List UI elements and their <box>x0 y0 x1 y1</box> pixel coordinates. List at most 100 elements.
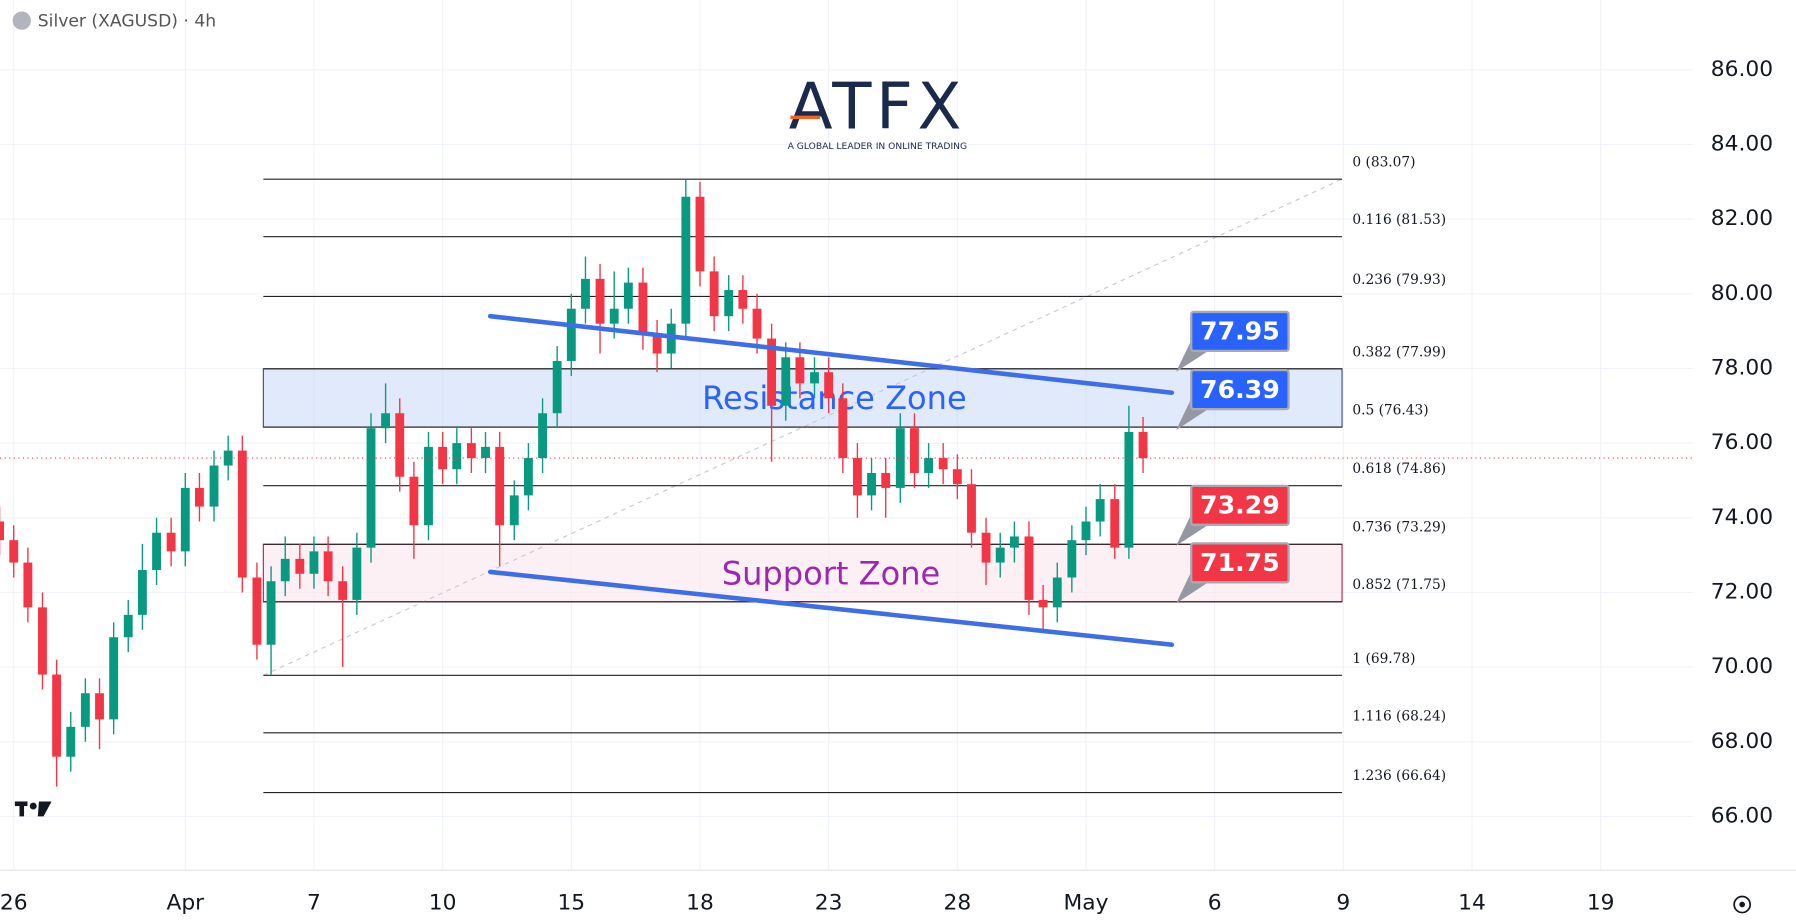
price-callout <box>1190 310 1290 353</box>
candle-body <box>938 458 948 470</box>
price-callout-label: 73.29 <box>1200 491 1280 520</box>
candle-body <box>123 614 133 638</box>
candle-body <box>581 278 590 309</box>
price-callout <box>1190 369 1290 411</box>
fib-label: 1.116 (68.24) <box>1352 708 1446 724</box>
tv-logo <box>14 801 52 817</box>
price-callout <box>1190 484 1290 526</box>
candle-body <box>309 551 319 574</box>
y-tick-label: 68.00 <box>1711 729 1773 754</box>
candle-body <box>523 458 533 496</box>
x-tick-label: 15 <box>557 890 585 915</box>
candle-body <box>1009 536 1019 548</box>
settings-button-dot <box>1739 901 1746 908</box>
y-tick-label: 86.00 <box>1711 57 1773 82</box>
candle-body <box>738 290 748 309</box>
candle-body <box>595 278 605 324</box>
candle-body <box>752 308 762 339</box>
candle-body <box>724 290 734 317</box>
candle-body <box>1081 521 1091 541</box>
candle-body <box>338 581 348 600</box>
price-callout-label: 77.95 <box>1200 317 1280 346</box>
candle-body <box>323 551 333 582</box>
candle-body <box>681 196 691 324</box>
candle-body <box>495 446 505 526</box>
x-tick-label: 18 <box>686 890 714 915</box>
candle-body <box>223 450 233 466</box>
candle-body <box>166 532 176 552</box>
candle-body <box>552 360 562 414</box>
candle-body <box>0 521 5 541</box>
candle-body <box>995 547 1005 563</box>
x-tick-label: 9 <box>1336 890 1350 915</box>
tv-logo-part <box>37 801 52 817</box>
price-callout <box>1190 542 1290 584</box>
candle-body <box>709 271 719 317</box>
brand-logo: ATFX <box>789 70 966 145</box>
candle-body <box>152 532 161 571</box>
candle-body <box>1110 499 1120 548</box>
fib-label: 0.382 (77.99) <box>1352 344 1446 360</box>
candle-body <box>1024 536 1034 600</box>
candle-body <box>910 428 919 473</box>
candle-body <box>566 308 576 361</box>
fib-label: 0 (83.07) <box>1352 155 1415 171</box>
zone-label: Support Zone <box>722 554 941 592</box>
candle-body <box>867 472 876 496</box>
candle-body <box>695 196 705 272</box>
fib-label: 0.236 (79.93) <box>1352 272 1446 288</box>
candle-body <box>895 428 905 488</box>
channel-line <box>487 569 1175 647</box>
brand-tagline: A GLOBAL LEADER IN ONLINE TRADING <box>788 141 968 152</box>
candle-body <box>652 334 662 354</box>
x-tick-label: 7 <box>307 890 321 915</box>
candle-body <box>824 372 834 399</box>
candle-body <box>952 469 962 485</box>
candle-body <box>95 693 104 720</box>
candle-body <box>1095 499 1105 522</box>
x-tick-label: 26 <box>0 890 28 915</box>
y-tick-label: 78.00 <box>1711 355 1773 380</box>
y-tick-label: 66.00 <box>1711 803 1773 828</box>
candle-body <box>852 458 862 496</box>
candle-body <box>80 693 90 727</box>
candle-body <box>481 446 490 459</box>
candle-body <box>1052 577 1062 608</box>
channel-line <box>487 313 1175 396</box>
symbol-icon <box>12 11 31 30</box>
candle-body <box>209 465 219 507</box>
price-callout-label: 76.39 <box>1200 375 1280 404</box>
candle-body <box>252 577 262 645</box>
candle-body <box>137 570 147 615</box>
price-callout-label: 71.75 <box>1200 548 1280 577</box>
candle-body <box>452 443 462 470</box>
candle-body <box>381 413 391 429</box>
candle-body <box>1038 599 1048 608</box>
settings-button[interactable] <box>1733 895 1752 914</box>
candle-body <box>967 484 976 533</box>
candle-body <box>1067 540 1077 578</box>
candle-body <box>781 357 791 406</box>
fib-label: 1.236 (66.64) <box>1352 768 1446 784</box>
candle-body <box>409 476 419 526</box>
candle-body <box>638 282 648 335</box>
x-tick-label: 19 <box>1587 890 1615 915</box>
candle-body <box>538 413 548 459</box>
candle-body <box>352 547 362 600</box>
x-tick-label: May <box>1064 890 1109 915</box>
candle-body <box>838 398 848 459</box>
candle-body <box>180 487 190 552</box>
fib-label: 1 (69.78) <box>1352 651 1415 667</box>
candle-body <box>509 495 519 526</box>
fib-label: 0.5 (76.43) <box>1352 403 1428 419</box>
candle-body <box>1138 431 1148 459</box>
y-tick-label: 72.00 <box>1711 579 1773 604</box>
plot: 0 (83.07) 0.116 (81.53) 0.236 (79.93) 0.382… <box>0 155 1693 794</box>
candle-body <box>395 413 405 477</box>
y-tick-label: 80.00 <box>1711 281 1773 306</box>
candle-body <box>266 581 276 645</box>
candle-body <box>438 446 448 470</box>
candle-body <box>609 308 619 324</box>
candle-body <box>881 472 891 488</box>
